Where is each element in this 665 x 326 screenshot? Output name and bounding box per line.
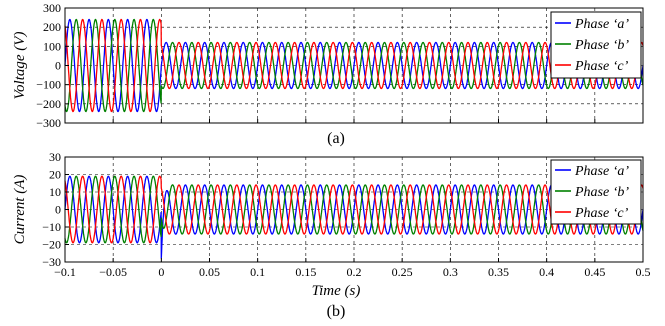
- legend-label-phase-c: Phase ‘c’: [574, 206, 629, 221]
- y-tick-label: 10: [49, 185, 61, 199]
- legend-label-phase-a: Phase ‘a’: [574, 164, 629, 179]
- y-tick-label: 0: [55, 59, 61, 73]
- x-tick-label: 0.2: [347, 265, 362, 279]
- x-axis-label-current: Time (s): [312, 283, 361, 299]
- x-tick-label: 0: [158, 265, 164, 279]
- y-tick-label: 200: [43, 20, 61, 34]
- y-tick-label: 300: [43, 1, 61, 15]
- x-ticks-current: −0.1 −0.05 0 0.05 0.1 0.15 0.2 0.25 0.3 0.35 0.4 0.…: [54, 258, 651, 279]
- series-line-phaseb: [64, 175, 644, 244]
- voltage-panel: 300 200 100 0 −100 −200 −300 Voltage (V) Phase…: [12, 1, 644, 147]
- series-line-phasec: [64, 175, 644, 244]
- x-tick-label: −0.1: [54, 265, 76, 279]
- x-tick-label: 0.1: [250, 265, 265, 279]
- y-tick-label: −10: [42, 220, 61, 234]
- x-tick-label: 0.05: [199, 265, 220, 279]
- legend-label-phase-c: Phase ‘c’: [574, 59, 629, 74]
- x-tick-label: 0.5: [636, 265, 651, 279]
- x-tick-label: 0.3: [443, 265, 458, 279]
- legend-voltage: Phase ‘a’ Phase ‘b’ Phase ‘c’: [550, 11, 642, 79]
- x-tick-label: 0.25: [392, 265, 413, 279]
- y-tick-label: −200: [36, 97, 61, 111]
- x-tick-label: 0.15: [295, 265, 316, 279]
- y-tick-label: −300: [36, 116, 61, 130]
- y-axis-label-current: Current (A): [12, 175, 28, 245]
- panel-label-a: (a): [327, 130, 345, 147]
- y-ticks-current: 30 20 10 0 −10 −20 −30: [42, 150, 69, 269]
- legend-label-phase-a: Phase ‘a’: [574, 17, 629, 32]
- legend-current: Phase ‘a’ Phase ‘b’ Phase ‘c’: [550, 159, 642, 225]
- y-tick-label: −20: [42, 238, 61, 252]
- traces-voltage: [64, 18, 644, 113]
- y-axis-label-voltage: Voltage (V): [12, 32, 28, 100]
- y-ticks-voltage: 300 200 100 0 −100 −200 −300: [36, 1, 69, 130]
- y-tick-label: 30: [49, 150, 61, 164]
- y-tick-label: 20: [49, 168, 61, 182]
- x-tick-label: 0.35: [488, 265, 509, 279]
- legend-label-phase-b: Phase ‘b’: [574, 185, 629, 200]
- series-line-phasea: [64, 18, 644, 113]
- legend-label-phase-b: Phase ‘b’: [574, 38, 629, 53]
- x-ticks-voltage: [64, 119, 644, 123]
- y-tick-label: 0: [55, 203, 61, 217]
- x-tick-label: −0.05: [99, 265, 127, 279]
- series-line-phaseb: [64, 18, 644, 113]
- x-tick-label: 0.45: [584, 265, 605, 279]
- series-line-phasec: [64, 18, 644, 113]
- current-panel: 30 20 10 0 −10 −20 −30 −0.1 −0.05 0 0.05 0.1 0.15 0.…: [12, 150, 651, 320]
- y-tick-label: 100: [43, 39, 61, 53]
- panel-label-b: (b): [327, 303, 346, 320]
- y-tick-label: −30: [42, 255, 61, 269]
- x-tick-label: 0.4: [539, 265, 554, 279]
- y-tick-label: −100: [36, 78, 61, 92]
